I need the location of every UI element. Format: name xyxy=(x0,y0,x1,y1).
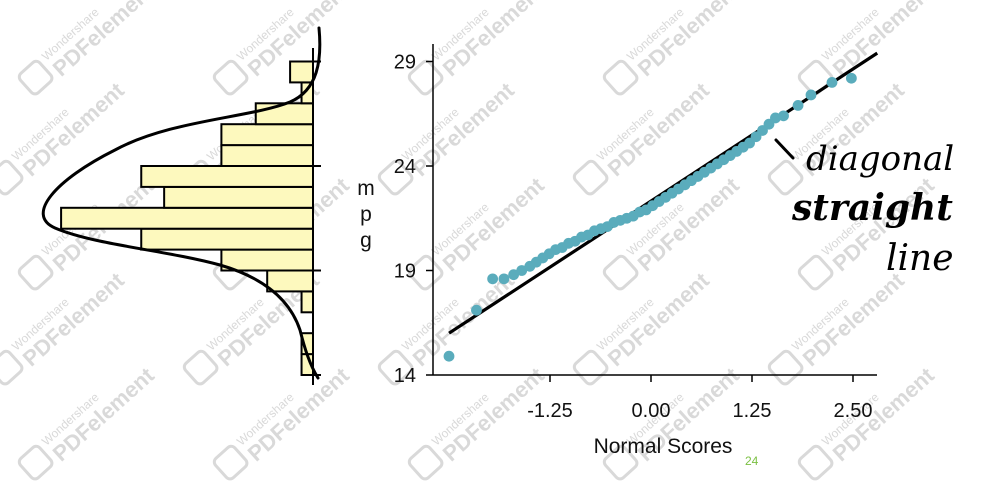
data-point xyxy=(845,72,857,84)
watermark-logo-icon xyxy=(407,444,444,481)
histogram-bar xyxy=(140,165,314,188)
data-point xyxy=(498,273,510,285)
watermark-logo-icon xyxy=(377,349,414,386)
watermark-logo-icon xyxy=(0,159,24,196)
watermark-logo-icon xyxy=(212,444,249,481)
data-point xyxy=(508,269,520,281)
watermark-logo-icon xyxy=(602,254,639,291)
histogram-bar xyxy=(220,123,314,147)
tick-labels: 14 19 24 29 -1.25 0.00 1.25 2.50 xyxy=(394,52,873,423)
data-point xyxy=(487,273,499,285)
watermark-logo-icon xyxy=(767,159,804,196)
watermark-logo-icon xyxy=(602,444,639,481)
histogram-bar xyxy=(140,227,314,251)
histogram-axis xyxy=(312,48,321,385)
watermark-logo-icon xyxy=(0,349,24,386)
y-tick-label: 24 xyxy=(394,156,416,178)
annotation-line-1: diagonal xyxy=(806,139,954,179)
data-point xyxy=(770,112,781,124)
watermark-logo-icon xyxy=(767,349,804,386)
annotation-line-2: straight xyxy=(791,187,953,229)
y-tick-label: 14 xyxy=(394,365,416,387)
watermark-logo-icon xyxy=(602,59,639,96)
watermark-logo-icon xyxy=(212,59,249,96)
watermark-logo-icon xyxy=(17,444,54,481)
x-axis-title: Normal Scores xyxy=(594,435,733,458)
y-tick-label: 19 xyxy=(394,261,416,283)
histogram-chart xyxy=(41,26,322,385)
watermark-logo-icon xyxy=(572,159,609,196)
density-curve xyxy=(41,26,322,380)
data-point xyxy=(471,304,482,316)
data-points xyxy=(443,72,857,362)
annotation-pointer xyxy=(774,138,795,160)
normal-probability-plot: 14 19 24 29 -1.25 0.00 1.25 2.50 Normal Scores xyxy=(394,44,879,458)
histogram-bar xyxy=(266,269,315,293)
watermark-logo-icon xyxy=(182,349,219,386)
watermark-logo-icon xyxy=(17,254,54,291)
y-axis-title-letter: p xyxy=(360,203,372,226)
data-point xyxy=(826,77,838,88)
data-point xyxy=(516,265,528,276)
watermark-logo-icon xyxy=(17,59,54,96)
watermark-logo-icon xyxy=(797,254,834,291)
annotation-line-3: line xyxy=(886,238,954,279)
data-point xyxy=(443,350,455,362)
watermark-logo-icon xyxy=(572,349,609,386)
histogram-bar xyxy=(300,290,314,314)
watermark-logo-icon xyxy=(407,59,444,96)
x-tick-label: 2.50 xyxy=(834,400,873,422)
data-point xyxy=(805,89,817,101)
histogram-bar xyxy=(254,102,314,126)
x-tick-label: -1.25 xyxy=(527,400,573,422)
data-point xyxy=(792,99,804,111)
histogram-bar xyxy=(60,206,314,230)
plot-axes xyxy=(426,44,877,382)
x-tick-label: 1.25 xyxy=(733,400,772,422)
page-number: 24 xyxy=(745,454,759,468)
histogram-bar xyxy=(289,60,315,84)
y-tick-label: 29 xyxy=(394,52,416,74)
x-tick-label: 0.00 xyxy=(632,400,671,422)
data-point xyxy=(778,110,789,122)
y-axis-title-letter: m xyxy=(357,177,375,200)
histogram-bar xyxy=(163,185,314,209)
histogram-bars xyxy=(60,60,315,377)
histogram-bar xyxy=(220,144,314,168)
watermark-logo-icon xyxy=(797,444,834,481)
watermark-logo-icon xyxy=(377,159,414,196)
watermark-logo-icon xyxy=(407,254,444,291)
y-axis-title-letter: g xyxy=(360,229,372,252)
handwritten-annotation: diagonal straight line xyxy=(774,138,954,279)
histogram-bar xyxy=(220,248,314,272)
